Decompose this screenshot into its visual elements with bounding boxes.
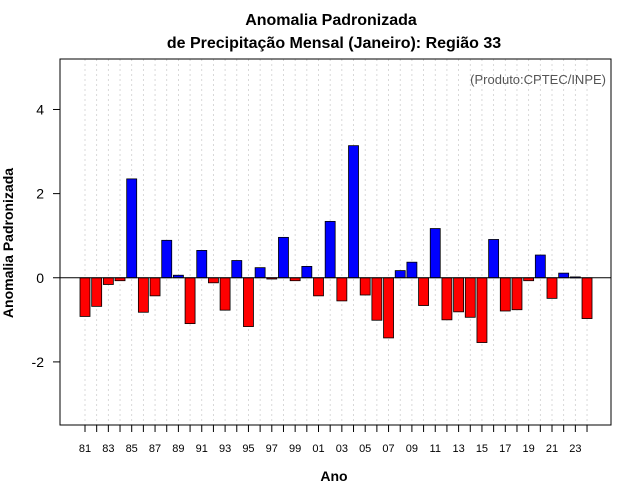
x-tick-label: 99 — [289, 443, 301, 455]
y-tick-label: -2 — [32, 354, 45, 370]
bar-2005 — [359, 277, 371, 296]
bar-2024 — [581, 277, 593, 319]
y-axis: -2 0 2 4 — [32, 101, 60, 370]
bar-1988 — [161, 239, 173, 279]
bar-2012 — [441, 277, 453, 321]
bar-1998 — [278, 236, 289, 279]
x-tick-label: 93 — [219, 443, 231, 455]
plot-frame — [59, 58, 612, 426]
bar-1990 — [184, 277, 196, 325]
x-tick-label: 83 — [102, 443, 114, 455]
x-tick-label: 07 — [382, 443, 394, 455]
bar-1993 — [219, 277, 231, 311]
bar-1983 — [102, 277, 114, 285]
bar-1986 — [137, 277, 149, 313]
bar-2002 — [324, 220, 336, 279]
x-axis: 81 83 85 87 89 91 93 95 97 99 01 03 05 07 09 11 13 15 17 19… — [79, 425, 588, 455]
x-tick-label: 03 — [336, 443, 348, 455]
bar-2009 — [406, 261, 418, 279]
bar-1981 — [79, 277, 91, 317]
bar-1982 — [91, 277, 103, 307]
bar-2001 — [313, 277, 324, 297]
x-tick-label: 85 — [126, 443, 138, 455]
product-credit: (Produto:CPTEC/INPE) — [470, 72, 606, 87]
bar-1995 — [243, 277, 254, 327]
x-tick-label: 01 — [312, 443, 324, 455]
bar-1987 — [149, 277, 161, 297]
x-tick-label: 97 — [266, 443, 278, 455]
y-tick-label: 4 — [36, 101, 44, 117]
bar-2003 — [336, 277, 348, 302]
y-axis-label: Anomalia Padronizada — [0, 168, 16, 318]
vertical-grid — [84, 59, 588, 425]
x-tick-label: 81 — [79, 443, 91, 455]
bar-2021 — [546, 277, 558, 299]
x-tick-label: 11 — [430, 443, 441, 455]
bar-2011 — [429, 228, 441, 279]
x-tick-label: 13 — [452, 443, 464, 455]
x-axis-label: Ano — [320, 468, 347, 484]
bar-2000 — [301, 265, 313, 279]
bar-2016 — [488, 239, 500, 279]
x-tick-label: 21 — [546, 443, 558, 455]
bar-2022 — [558, 272, 570, 279]
bar-2007 — [383, 277, 394, 339]
bar-2020 — [534, 254, 546, 279]
bar-2014 — [464, 277, 476, 318]
bar-2013 — [453, 277, 465, 313]
bar-1992 — [208, 277, 219, 284]
y-tick-label: 2 — [36, 186, 44, 202]
x-tick-label: 15 — [476, 443, 488, 455]
x-tick-label: 87 — [149, 443, 161, 455]
bar-2015 — [476, 277, 488, 343]
bar-1994 — [231, 260, 243, 279]
chart-title-line-2: de Precipitação Mensal (Janeiro): Região… — [167, 35, 501, 52]
x-tick-label: 23 — [569, 443, 581, 455]
bar-1985 — [126, 178, 138, 279]
bar-2017 — [499, 277, 511, 312]
x-tick-label: 91 — [196, 443, 208, 455]
bar-1996 — [254, 267, 266, 279]
x-tick-label: 05 — [359, 443, 371, 455]
bar-2008 — [394, 270, 406, 279]
bar-2010 — [418, 277, 429, 306]
chart-title-line-1: Anomalia Padronizada — [245, 12, 417, 29]
x-tick-label: 89 — [172, 443, 184, 455]
x-tick-label: 09 — [406, 443, 418, 455]
bar-2006 — [371, 277, 383, 321]
y-tick-label: 0 — [36, 270, 44, 286]
x-tick-label: 17 — [499, 443, 511, 455]
bar-2018 — [511, 277, 523, 311]
bar-series — [79, 145, 593, 343]
bar-2004 — [348, 145, 359, 279]
x-tick-label: 19 — [523, 443, 535, 455]
bar-1991 — [196, 250, 208, 279]
x-tick-label: 95 — [242, 443, 254, 455]
